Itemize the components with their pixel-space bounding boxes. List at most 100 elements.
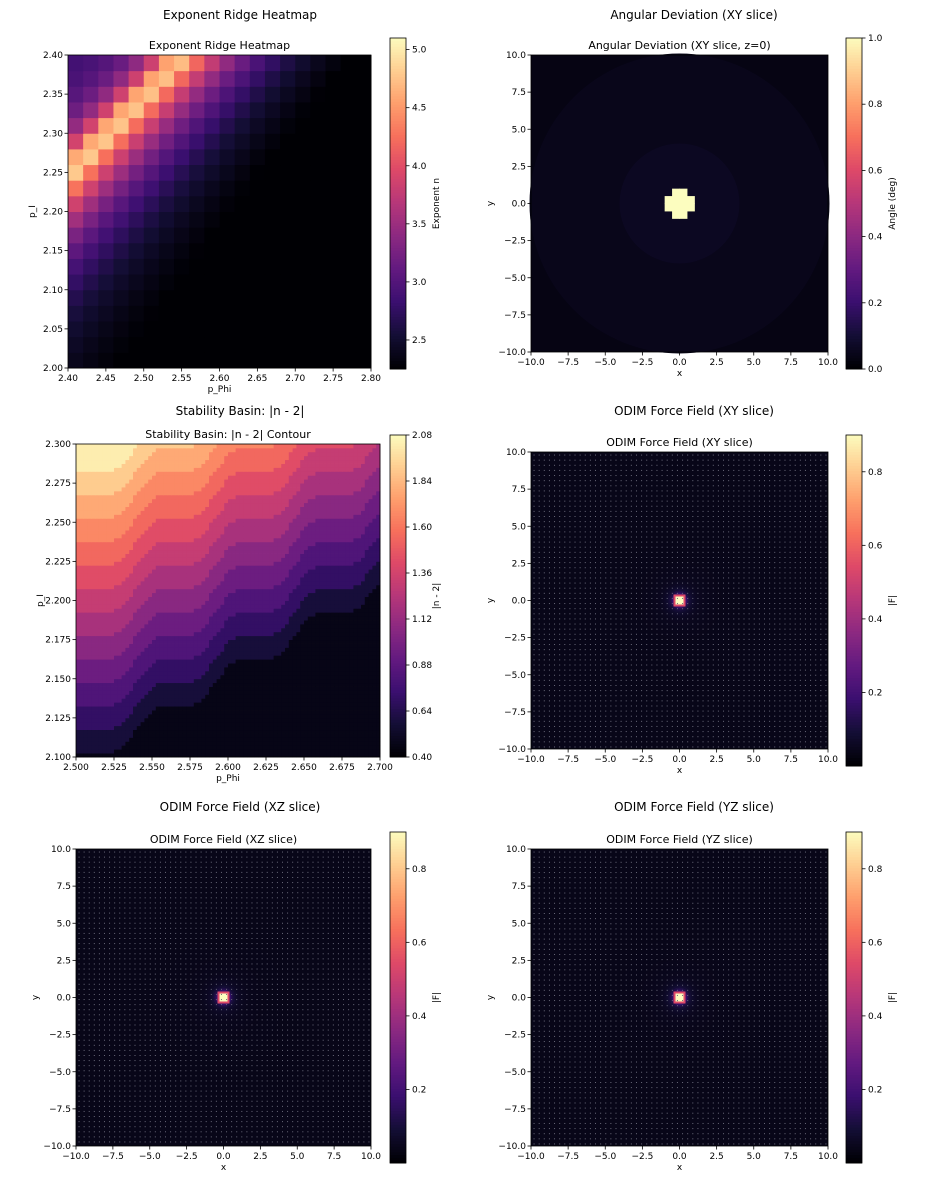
contour-cell xyxy=(155,674,160,680)
heatmap-cell xyxy=(219,180,236,197)
contour-cell xyxy=(193,725,198,731)
heatmap-cell xyxy=(280,289,296,306)
contour-cell xyxy=(307,627,312,633)
contour-cell xyxy=(114,549,119,554)
contour-cell xyxy=(262,553,267,558)
contour-cell xyxy=(326,592,331,597)
contour-cell xyxy=(186,713,191,719)
heatmap-cell xyxy=(143,211,160,228)
contour-cell xyxy=(178,592,183,597)
heatmap-cell xyxy=(158,55,175,72)
contour-cell xyxy=(125,690,130,695)
contour-cell xyxy=(361,749,366,754)
contour-cell xyxy=(106,651,111,656)
contour-cell xyxy=(250,561,255,566)
contour-cell xyxy=(281,592,286,597)
contour-cell xyxy=(247,565,252,570)
colorbar-segment xyxy=(390,43,406,47)
contour-cell xyxy=(87,717,92,723)
contour-cell xyxy=(98,674,103,680)
heatmap-cell xyxy=(83,164,99,181)
contour-cell xyxy=(216,616,221,621)
contour-cell xyxy=(228,592,233,597)
contour-cell xyxy=(106,639,111,644)
contour-cell xyxy=(117,631,122,637)
contour-cell xyxy=(106,733,111,738)
heatmap-cell xyxy=(128,274,145,291)
contour-cell xyxy=(353,635,358,641)
contour-cell xyxy=(136,651,141,656)
contour-cell xyxy=(76,627,81,633)
contour-cell xyxy=(319,631,324,637)
contour-cell xyxy=(140,725,145,731)
contour-cell xyxy=(277,717,282,723)
contour-cell xyxy=(87,557,92,562)
contour-cell xyxy=(197,690,202,695)
contour-cell xyxy=(334,710,339,715)
contour-cell xyxy=(285,565,290,570)
contour-cell xyxy=(220,702,225,707)
contour-cell xyxy=(288,741,293,746)
contour-cell xyxy=(209,627,214,633)
heatmap-cell xyxy=(128,242,145,259)
contour-cell xyxy=(342,592,347,597)
contour-cell xyxy=(224,561,229,566)
contour-cell xyxy=(334,627,339,633)
contour-cell xyxy=(292,678,297,684)
contour-cell xyxy=(231,577,236,582)
contour-cell xyxy=(239,612,244,617)
contour-cell xyxy=(133,702,138,707)
contour-cell xyxy=(117,745,122,750)
contour-cell xyxy=(239,627,244,633)
contour-cell xyxy=(91,753,96,758)
contour-cell xyxy=(83,647,88,652)
contour-cell xyxy=(178,686,183,691)
contour-cell xyxy=(345,620,350,625)
contour-cell xyxy=(87,667,92,672)
contour-cell xyxy=(125,600,130,605)
heatmap-cell xyxy=(280,227,296,244)
contour-cell xyxy=(250,600,255,605)
contour-cell xyxy=(368,710,373,715)
contour-cell xyxy=(288,721,293,727)
contour-cell xyxy=(171,725,176,731)
contour-cell xyxy=(304,561,309,566)
contour-cell xyxy=(125,557,130,562)
contour-cell xyxy=(376,659,381,664)
contour-cell xyxy=(254,561,259,566)
contour-cell xyxy=(186,682,191,687)
contour-cell xyxy=(178,561,183,566)
contour-cell xyxy=(330,588,335,594)
heatmap-cell xyxy=(672,203,680,212)
contour-cell xyxy=(243,600,248,605)
contour-cell xyxy=(281,623,286,629)
contour-cell xyxy=(216,694,221,699)
contour-cell xyxy=(231,686,236,691)
contour-cell xyxy=(250,710,255,715)
contour-cell xyxy=(277,612,282,617)
contour-cell xyxy=(269,694,274,699)
contour-cell xyxy=(247,659,252,664)
contour-cell xyxy=(311,717,316,723)
contour-cell xyxy=(136,741,141,746)
contour-cell xyxy=(209,753,214,758)
contour-cell xyxy=(254,588,259,594)
contour-cell xyxy=(262,600,267,605)
contour-cell xyxy=(167,698,172,703)
contour-cell xyxy=(292,737,297,742)
contour-cell xyxy=(216,713,221,719)
contour-cell xyxy=(171,577,176,582)
contour-cell xyxy=(224,580,229,586)
contour-cell xyxy=(243,635,248,641)
heatmap-cell xyxy=(355,242,372,259)
contour-cell xyxy=(178,627,183,633)
contour-cell xyxy=(224,577,229,582)
contour-cell xyxy=(144,749,149,754)
heatmap-cell xyxy=(128,101,145,119)
heatmap-cell xyxy=(355,195,372,212)
colorbar-tick-label: 0.2 xyxy=(868,299,882,309)
colorbar-segment xyxy=(390,214,406,218)
contour-cell xyxy=(368,588,373,594)
contour-cell xyxy=(102,678,107,684)
heatmap-cell xyxy=(295,101,311,119)
